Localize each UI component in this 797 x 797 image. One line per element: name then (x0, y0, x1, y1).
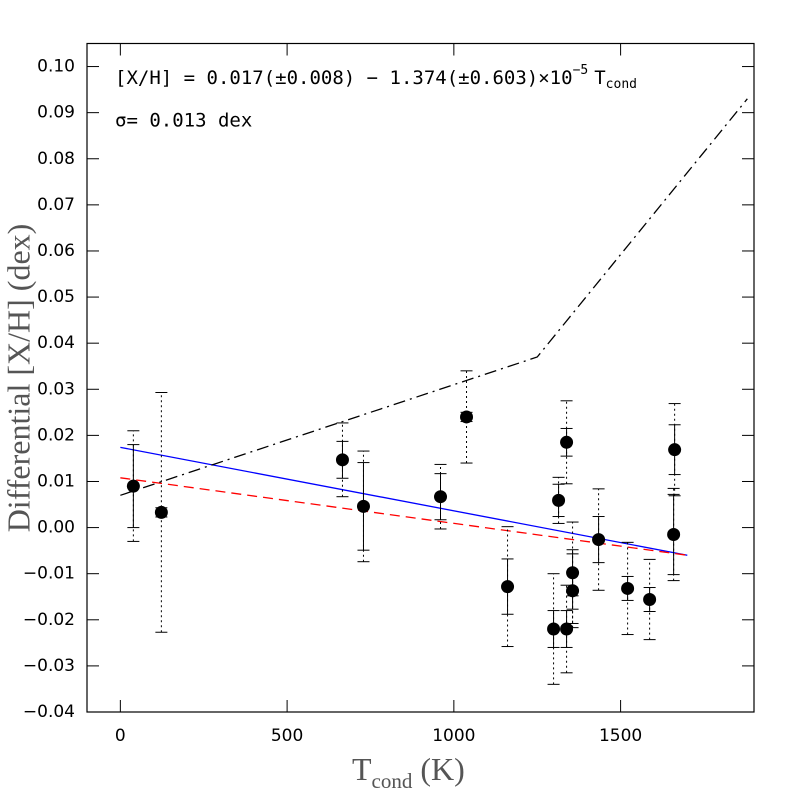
data-point (501, 580, 515, 594)
data-point (552, 493, 566, 507)
sigma-note: σ= 0.013 dex (115, 110, 252, 132)
data-point (434, 490, 448, 504)
y-tick-label: 0.03 (37, 379, 75, 399)
data-point (592, 533, 606, 547)
x-tick-label: 1500 (599, 726, 642, 746)
y-tick-label: −0.01 (23, 564, 75, 584)
data-point (356, 499, 370, 513)
plot-frame (86, 42, 755, 713)
y-tick-label: 0.06 (37, 241, 75, 261)
x-tick-label: 500 (271, 726, 303, 746)
data-point (560, 622, 574, 636)
y-tick-label: 0.00 (37, 518, 75, 538)
data-point (126, 479, 140, 493)
y-tick-label: 0.09 (37, 103, 75, 123)
y-tick-label: 0.01 (37, 471, 75, 491)
trend-line (120, 98, 748, 496)
y-tick-label: 0.07 (37, 195, 75, 215)
y-tick-label: 0.10 (37, 57, 75, 77)
fit-equation: [X/H] = 0.017(±0.008) − 1.374(±0.603)×10… (115, 63, 637, 92)
y-tick-label: −0.02 (23, 610, 75, 630)
data-point (566, 584, 580, 598)
data-point (154, 505, 168, 519)
y-tick-label: 0.05 (37, 287, 75, 307)
y-tick-label: 0.02 (37, 425, 75, 445)
data-point (560, 435, 574, 449)
data-point (667, 528, 681, 542)
x-axis-label: Tcond (K) (352, 751, 465, 792)
data-point (547, 622, 561, 636)
data-point (643, 593, 657, 607)
data-point (668, 443, 682, 457)
data-point (460, 410, 474, 424)
x-tick-label: 1000 (432, 726, 475, 746)
data-point (335, 453, 349, 467)
data-point (621, 581, 635, 595)
y-tick-label: −0.04 (23, 702, 75, 722)
y-tick-label: 0.08 (37, 149, 75, 169)
y-axis-label: Differential [X/H] (dex) (0, 224, 36, 533)
y-tick-label: −0.03 (23, 656, 75, 676)
y-tick-label: 0.04 (37, 333, 75, 353)
x-tick-label: 0 (115, 726, 126, 746)
